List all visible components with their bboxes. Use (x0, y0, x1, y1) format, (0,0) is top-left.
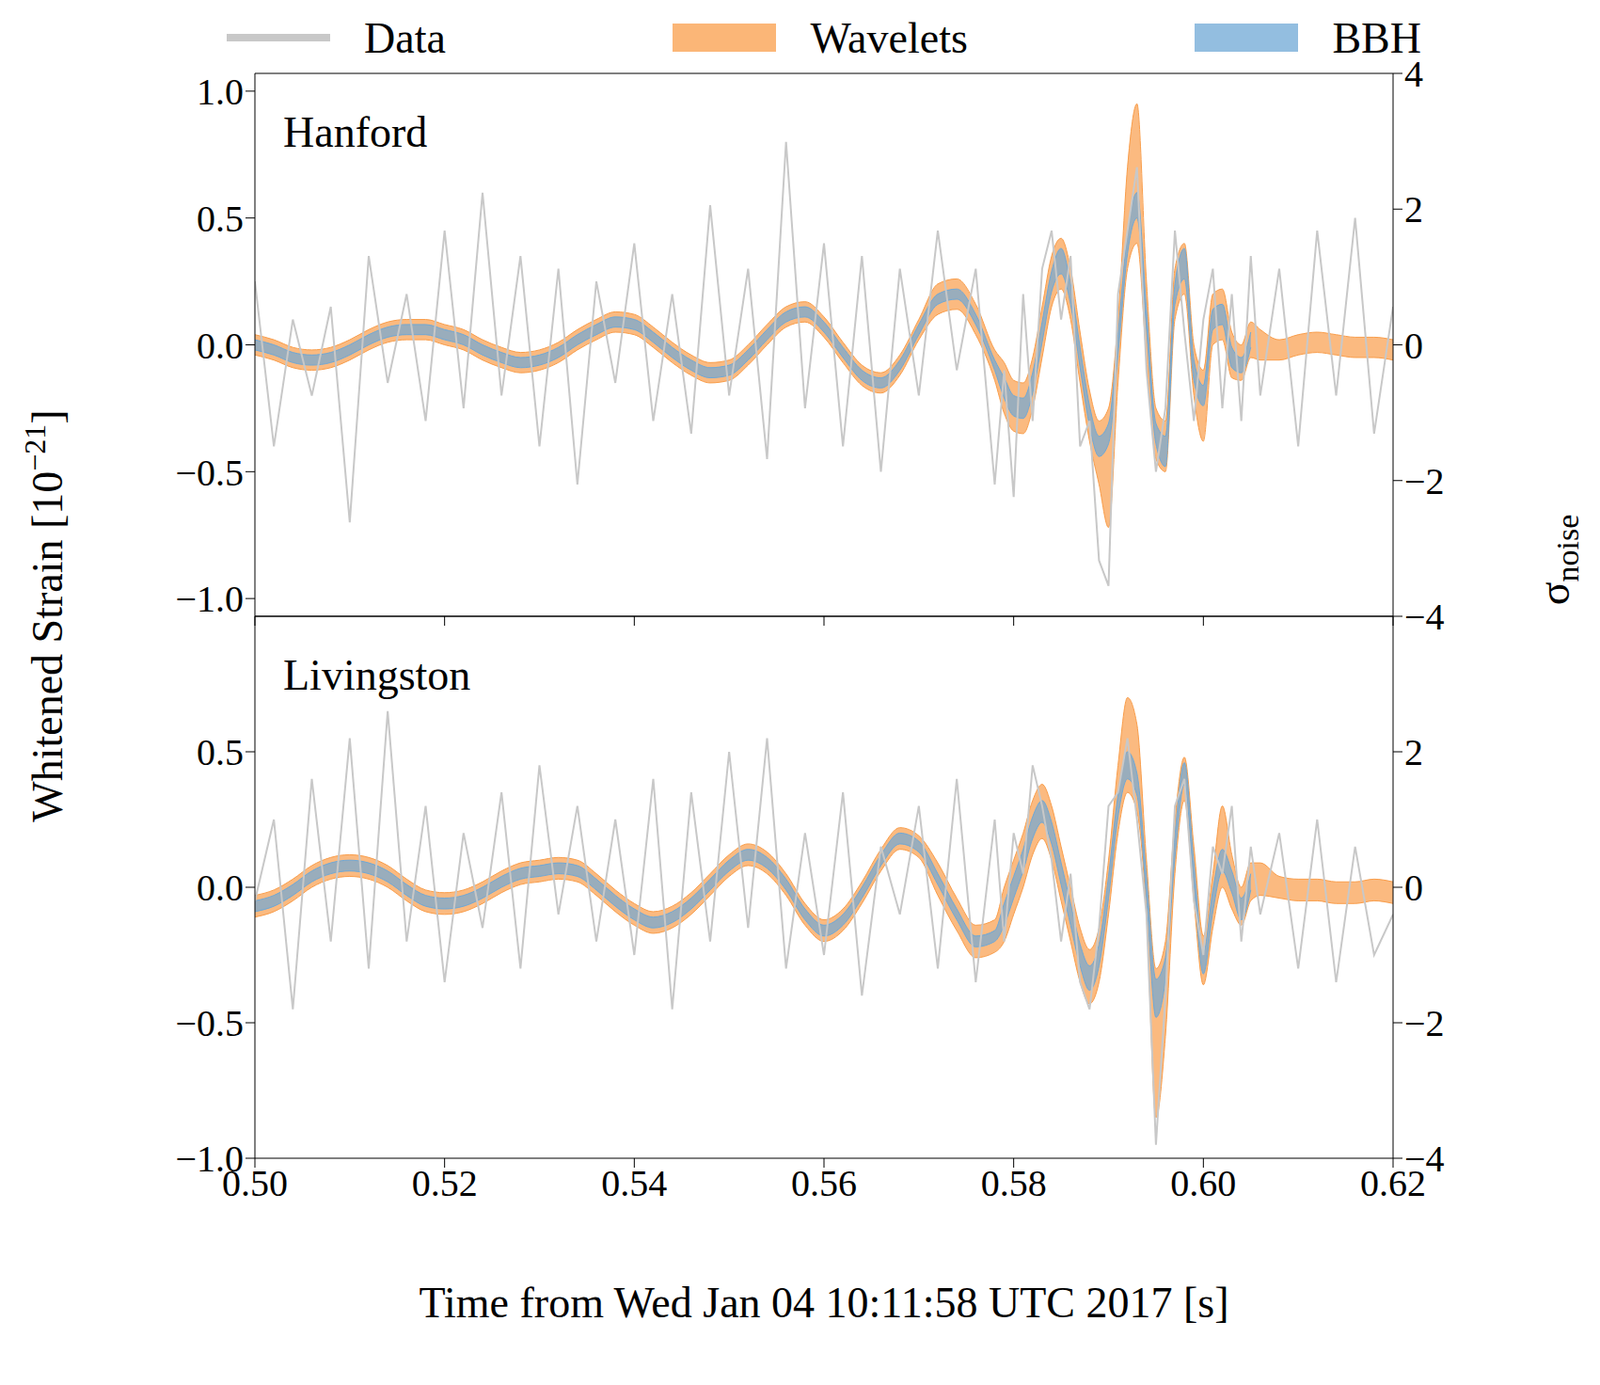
svg-text:−0.5: −0.5 (174, 1001, 244, 1045)
svg-text:0.62: 0.62 (1360, 1162, 1426, 1205)
svg-text:−4: −4 (1404, 1137, 1445, 1180)
svg-text:2: 2 (1404, 730, 1424, 774)
svg-text:−1.0: −1.0 (174, 577, 244, 620)
html-text:Data: Data (364, 13, 446, 62)
svg-text:0.50: 0.50 (221, 1162, 288, 1205)
svg-text:0.60: 0.60 (1170, 1161, 1236, 1204)
svg-text:−1.0: −1.0 (174, 1137, 244, 1180)
svg-text:0.5: 0.5 (196, 730, 244, 774)
svg-text:0.54: 0.54 (601, 1161, 667, 1204)
svg-text:0.0: 0.0 (196, 866, 244, 909)
svg-text:0.56: 0.56 (791, 1161, 857, 1204)
svg-text:−0.5: −0.5 (174, 451, 244, 494)
svg-text:0.52: 0.52 (411, 1161, 478, 1204)
svg-text:−4: −4 (1404, 595, 1445, 638)
svg-text:2: 2 (1404, 188, 1424, 231)
svg-text:Time from Wed Jan 04 10:11:58: Time from Wed Jan 04 10:11:58 UTC 2017 [… (419, 1278, 1230, 1327)
svg-text:1.0: 1.0 (196, 70, 244, 113)
svg-text:0.5: 0.5 (196, 197, 244, 240)
svg-text:4: 4 (1404, 52, 1424, 96)
svg-text:−2: −2 (1404, 459, 1445, 503)
html-text:BBH: BBH (1332, 13, 1422, 62)
svg-text:Hanford: Hanford (283, 108, 428, 157)
svg-text:0.58: 0.58 (981, 1161, 1047, 1204)
svg-text:0: 0 (1404, 866, 1424, 909)
svg-text:−2: −2 (1404, 1001, 1445, 1045)
svg-text:Livingston: Livingston (283, 650, 471, 699)
svg-text:0: 0 (1404, 324, 1424, 367)
svg-text:0.0: 0.0 (196, 324, 244, 367)
html-text:Wavelets: Wavelets (810, 13, 968, 62)
svg-text:σnoise: σnoise (1530, 514, 1585, 606)
svg-text:Whitened Strain [10−21]: Whitened Strain [10−21] (17, 409, 72, 822)
